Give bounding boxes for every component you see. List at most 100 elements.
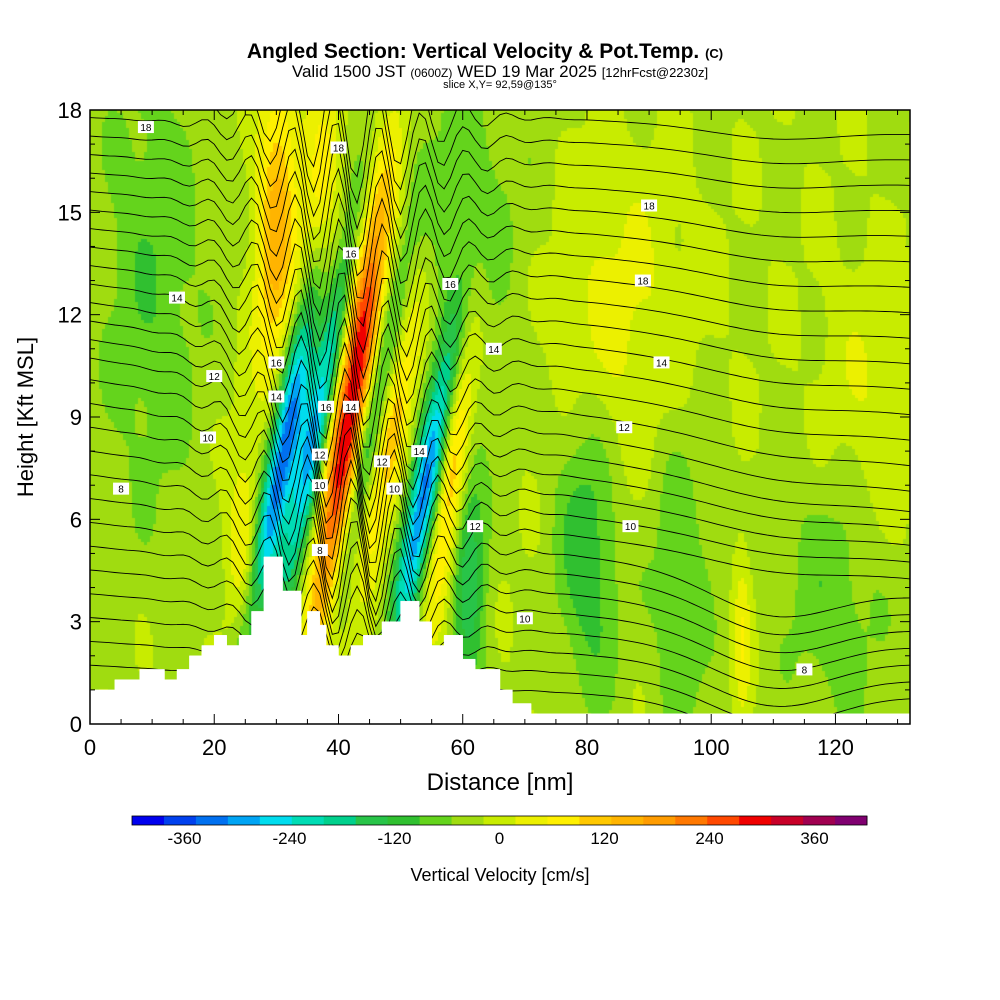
isentrope-line — [90, 593, 910, 689]
x-tick-label: 120 — [817, 735, 854, 760]
isentrope-label-bg — [342, 247, 359, 260]
isentrope-line — [90, 265, 910, 404]
isentrope-label-bg — [373, 455, 390, 468]
velocity-field-container — [90, 110, 910, 724]
x-tick-label: 60 — [450, 735, 474, 760]
colorbar-tick-label: 0 — [495, 829, 504, 848]
isentrope-line — [90, 569, 910, 672]
isentrope-line — [90, 474, 910, 603]
isentrope-line — [90, 144, 910, 255]
isentrope-label: 14 — [271, 393, 283, 404]
slice-subtitle: slice X,Y= 92,59@135° — [443, 79, 557, 91]
colorbar-swatch — [132, 816, 165, 825]
isentrope-label: 12 — [209, 372, 221, 383]
isentrope-line — [90, 617, 910, 707]
isentrope-label-bg — [616, 421, 633, 434]
isentrope-label-bg — [796, 663, 813, 676]
isentrope-line — [90, 426, 910, 564]
colorbar-swatch — [259, 816, 293, 825]
y-tick-label: 6 — [70, 507, 82, 532]
isentrope-labels: 18 18 18 18 16 16 16 16 14 14 14 14 14 14 12 12 12 12 12 10… — [113, 121, 813, 676]
colorbar-tick-label: -360 — [167, 829, 201, 848]
isentrope-label-bg — [311, 448, 328, 461]
isentrope-label-bg — [516, 612, 533, 625]
isentrope-line — [90, 320, 910, 476]
isentrope-label: 10 — [389, 485, 401, 496]
colorbar-tick-label: -120 — [377, 829, 411, 848]
isentrope-label: 12 — [470, 522, 482, 533]
isentrope-label-bg — [318, 400, 335, 413]
isentrope-line — [90, 123, 910, 231]
isentrope-line — [90, 521, 910, 636]
colorbar-swatch — [515, 816, 548, 825]
isentrope-line — [90, 357, 910, 519]
isentrope-label: 18 — [644, 202, 656, 213]
isentrope-label: 16 — [345, 249, 357, 260]
x-axis: 0 20 40 60 80 100 120 — [84, 110, 899, 760]
colorbar-swatch — [611, 816, 644, 825]
isentrope-label-bg — [467, 520, 484, 533]
colorbar-swatch — [771, 816, 804, 825]
isentrope-label: 10 — [519, 614, 531, 625]
isentrope-line — [90, 302, 910, 448]
colorbar-swatch — [835, 816, 868, 825]
isentrope-label-bg — [168, 291, 185, 304]
isentrope-label: 18 — [637, 277, 649, 288]
isentrope-line — [90, 209, 910, 328]
colorbar-tick-label: 240 — [695, 829, 723, 848]
isentrope-label: 12 — [314, 451, 326, 462]
colorbar-tick-label: -240 — [272, 829, 306, 848]
chart-title: Angled Section: Vertical Velocity & Pot.… — [247, 40, 723, 63]
colorbar-swatch — [643, 816, 676, 825]
isentrope-line — [90, 167, 910, 277]
colorbar-swatch — [451, 816, 485, 825]
colorbar-swatch — [675, 816, 708, 825]
isentrope-label-bg — [641, 199, 658, 212]
x-tick-label: 20 — [202, 735, 226, 760]
colorbar-swatch — [291, 816, 325, 825]
isentrope-label: 16 — [271, 358, 283, 369]
isentrope-label: 14 — [345, 403, 357, 414]
colorbar-tick-label: 360 — [800, 829, 828, 848]
colorbar-swatch — [355, 816, 389, 825]
colorbar-frame — [131, 815, 868, 826]
isentrope-label: 12 — [619, 423, 631, 434]
y-tick-label: 15 — [58, 200, 82, 225]
isentrope-label-bg — [200, 431, 217, 444]
colorbar-tick-label: 120 — [590, 829, 618, 848]
isentrope-label-bg — [485, 342, 502, 355]
isentrope-label: 14 — [656, 358, 668, 369]
isentrope-label: 14 — [171, 294, 183, 305]
isentrope-label: 10 — [625, 522, 637, 533]
isentrope-label-bg — [311, 544, 328, 557]
colorbar-swatch — [419, 816, 453, 825]
isentrope-line — [90, 110, 910, 205]
colorbar-swatch — [579, 816, 612, 825]
isentrope-label: 8 — [802, 665, 808, 676]
y-axis: 0 3 6 9 12 15 18 — [58, 98, 910, 737]
isentrope-label-bg — [330, 141, 347, 154]
colorbar-swatch — [227, 816, 261, 825]
isentrope-label-bg — [268, 390, 285, 403]
isentrope-line — [90, 545, 910, 654]
isentrope-line — [90, 191, 910, 299]
colorbar — [131, 815, 868, 826]
isentrope-line — [90, 450, 910, 584]
velocity-heatmap — [90, 110, 910, 724]
x-tick-label: 40 — [326, 735, 350, 760]
colorbar-swatch — [739, 816, 772, 825]
valid-time-line: Valid 1500 JST (0600Z) WED 19 Mar 2025 [… — [292, 62, 708, 81]
isentrope-label: 14 — [488, 345, 500, 356]
isentrope-line — [90, 379, 910, 535]
isentrope-line — [90, 402, 910, 550]
isentrope-label: 16 — [445, 280, 457, 291]
colorbar-swatch — [547, 816, 580, 825]
isentrope-label-bg — [411, 445, 428, 458]
x-tick-label: 100 — [693, 735, 730, 760]
colorbar-swatch — [707, 816, 740, 825]
isentrope-label: 10 — [314, 481, 326, 492]
isentrope-label: 16 — [320, 403, 332, 414]
isentrope-label-bg — [268, 356, 285, 369]
isentrope-label: 12 — [376, 457, 388, 468]
